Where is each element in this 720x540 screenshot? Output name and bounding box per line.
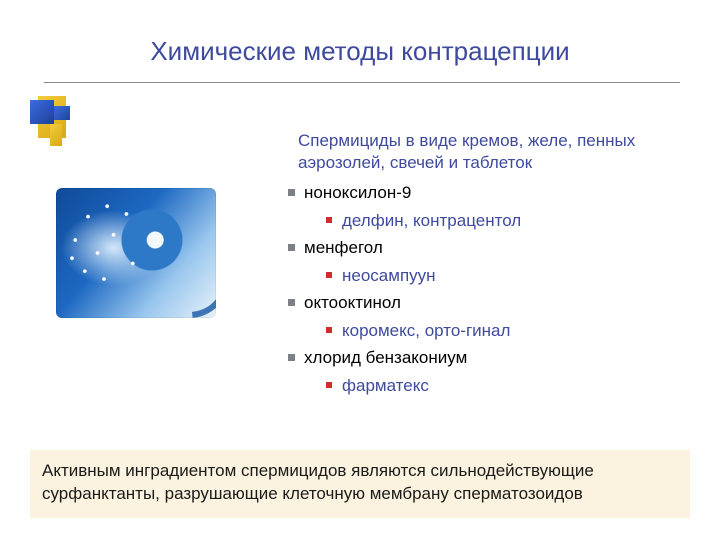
list-item: хлорид бензакониум фарматекс: [286, 345, 686, 398]
corner-decoration: [30, 96, 74, 156]
sub-item: фарматекс: [326, 373, 686, 399]
list-label: менфегол: [304, 238, 383, 257]
list-label: хлорид бензакониум: [304, 348, 467, 367]
list-item: менфегол неосампуун: [286, 235, 686, 288]
list-item: ноноксилон-9 делфин, контрацентол: [286, 180, 686, 233]
main-list: ноноксилон-9 делфин, контрацентол менфег…: [286, 180, 686, 398]
list-label: октооктинол: [304, 293, 401, 312]
sub-item: коромекс, орто-гинал: [326, 318, 686, 344]
illustration-image: [56, 188, 216, 318]
list-item: октооктинол коромекс, орто-гинал: [286, 290, 686, 343]
sub-item: делфин, контрацентол: [326, 208, 686, 234]
slide-title: Химические методы контрацепции: [0, 36, 720, 67]
sub-item: неосампуун: [326, 263, 686, 289]
list-label: ноноксилон-9: [304, 183, 411, 202]
content-area: Спермициды в виде кремов, желе, пенных а…: [286, 130, 686, 400]
lead-text: Спермициды в виде кремов, желе, пенных а…: [286, 130, 686, 174]
footer-note: Активным инградиентом спермицидов являют…: [30, 450, 690, 518]
title-underline: [44, 82, 680, 83]
